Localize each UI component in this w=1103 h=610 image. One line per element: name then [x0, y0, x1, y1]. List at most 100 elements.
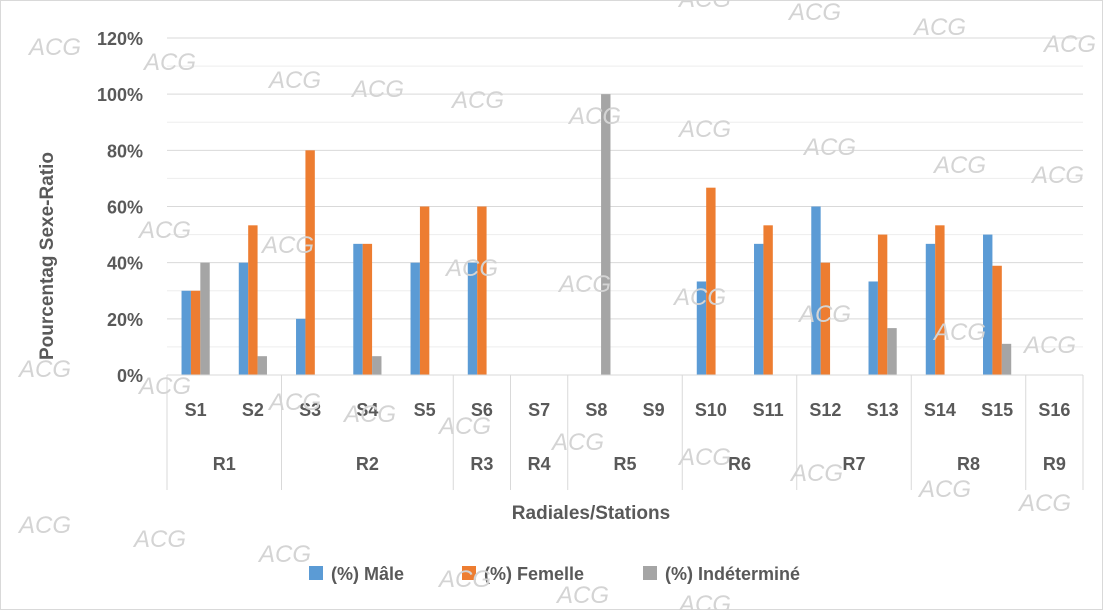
bars — [181, 94, 1012, 376]
x-tick-label: S1 — [185, 400, 207, 420]
group-label: R1 — [213, 454, 236, 474]
x-tick-label: S4 — [356, 400, 378, 420]
bar — [925, 243, 936, 375]
y-axis-title: Pourcentag Sexe-Ratio — [37, 152, 58, 360]
x-tick-label: S5 — [414, 400, 436, 420]
x-axis-labels: S1 S2 S3 S4 S5 S6 S7 S8 S9 S10 S11 S12 S13 S14 S15 S16 R… — [185, 400, 1071, 474]
watermark-text: ACG — [1017, 490, 1071, 517]
legend-label: (%) Indéterminé — [665, 564, 800, 584]
bar — [362, 243, 373, 375]
watermark-text: ACG — [27, 34, 81, 61]
y-tick-label: 80% — [107, 141, 143, 161]
y-tick-label: 60% — [107, 198, 143, 218]
y-axis-ticks: 0% 20% 40% 60% 80% 100% 120% — [97, 29, 143, 386]
group-label: R9 — [1043, 454, 1066, 474]
bar — [601, 94, 611, 376]
x-tick-label: S16 — [1038, 400, 1070, 420]
watermark-text: ACG — [802, 134, 856, 161]
watermark-text: ACG — [677, 116, 731, 143]
bar — [754, 243, 764, 375]
bar — [820, 262, 831, 375]
watermark-text: ACG — [137, 373, 191, 400]
watermark-text: ACG — [932, 152, 986, 179]
group-label: R2 — [356, 454, 379, 474]
bar — [238, 262, 249, 375]
watermark-text: ACG — [677, 0, 731, 13]
group-label: R4 — [528, 454, 551, 474]
bar — [1001, 343, 1012, 375]
bar — [190, 290, 201, 375]
watermark-text: ACG — [137, 217, 191, 244]
bar — [983, 234, 993, 375]
watermark-text: ACG — [550, 429, 604, 456]
legend-label: (%) Femelle — [484, 564, 584, 584]
x-axis-title: Radiales/Stations — [512, 503, 670, 524]
x-tick-label: S8 — [585, 400, 607, 420]
bar — [410, 262, 420, 375]
watermark-text: ACG — [437, 413, 491, 440]
watermark-text: ACG — [557, 271, 611, 298]
bar — [696, 281, 707, 375]
bar — [477, 206, 487, 375]
bar — [887, 328, 897, 375]
watermark-text: ACG — [1042, 31, 1096, 58]
x-tick-label: S12 — [809, 400, 841, 420]
watermark-text: ACG — [17, 512, 71, 539]
bar — [248, 225, 258, 375]
watermark-text: ACG — [450, 87, 504, 114]
x-tick-label: S13 — [867, 400, 899, 420]
watermark-text: ACG — [797, 301, 851, 328]
watermark-text: ACG — [1030, 162, 1084, 189]
x-tick-label: S15 — [981, 400, 1013, 420]
watermark-text: ACG — [789, 460, 843, 487]
bar — [257, 356, 267, 375]
legend: (%) Mâle (%) Femelle (%) Indéterminé — [309, 564, 800, 584]
watermark-text: ACG — [672, 284, 726, 311]
legend-label: (%) Mâle — [331, 564, 404, 584]
bar — [419, 206, 430, 375]
watermark-text: ACG — [132, 526, 186, 553]
watermark-text: ACG — [1022, 332, 1076, 359]
watermark-text: ACG — [677, 591, 731, 610]
bar — [868, 281, 878, 375]
watermark-text: ACG — [437, 566, 491, 593]
watermark-text: ACG — [267, 389, 321, 416]
y-tick-label: 100% — [97, 85, 143, 105]
bar — [467, 262, 478, 375]
watermark-text: ACG — [142, 49, 196, 76]
watermark-text: ACG — [267, 67, 321, 94]
bar — [877, 234, 888, 375]
legend-swatch — [462, 566, 476, 580]
x-tick-label: S6 — [471, 400, 493, 420]
legend-swatch — [643, 566, 657, 580]
group-label: R3 — [470, 454, 493, 474]
y-tick-label: 120% — [97, 29, 143, 49]
watermark-text: ACG — [677, 444, 731, 471]
group-label: R6 — [728, 454, 751, 474]
y-tick-label: 0% — [117, 366, 143, 386]
watermarks: ACG ACG ACG ACG ACG ACG ACG ACG ACG ACG ACG ACG ACG A… — [17, 0, 1096, 610]
bar — [706, 187, 716, 375]
bar — [811, 206, 821, 375]
bar — [935, 225, 945, 375]
bar — [992, 265, 1002, 375]
watermark-text: ACG — [260, 232, 314, 259]
bar — [763, 225, 773, 375]
watermark-text: ACG — [917, 476, 971, 503]
bar — [353, 243, 363, 375]
bar — [296, 318, 306, 375]
watermark-text: ACG — [342, 401, 396, 428]
x-tick-label: S10 — [695, 400, 727, 420]
watermark-text: ACG — [567, 103, 621, 130]
y-tick-label: 20% — [107, 310, 143, 330]
group-label: R7 — [842, 454, 865, 474]
watermark-text: ACG — [444, 255, 498, 282]
x-tick-label: S2 — [242, 400, 264, 420]
x-tick-label: S9 — [643, 400, 665, 420]
x-axis — [166, 374, 1084, 490]
x-tick-label: S14 — [924, 400, 956, 420]
watermark-text: ACG — [350, 76, 404, 103]
watermark-text: ACG — [932, 319, 986, 346]
